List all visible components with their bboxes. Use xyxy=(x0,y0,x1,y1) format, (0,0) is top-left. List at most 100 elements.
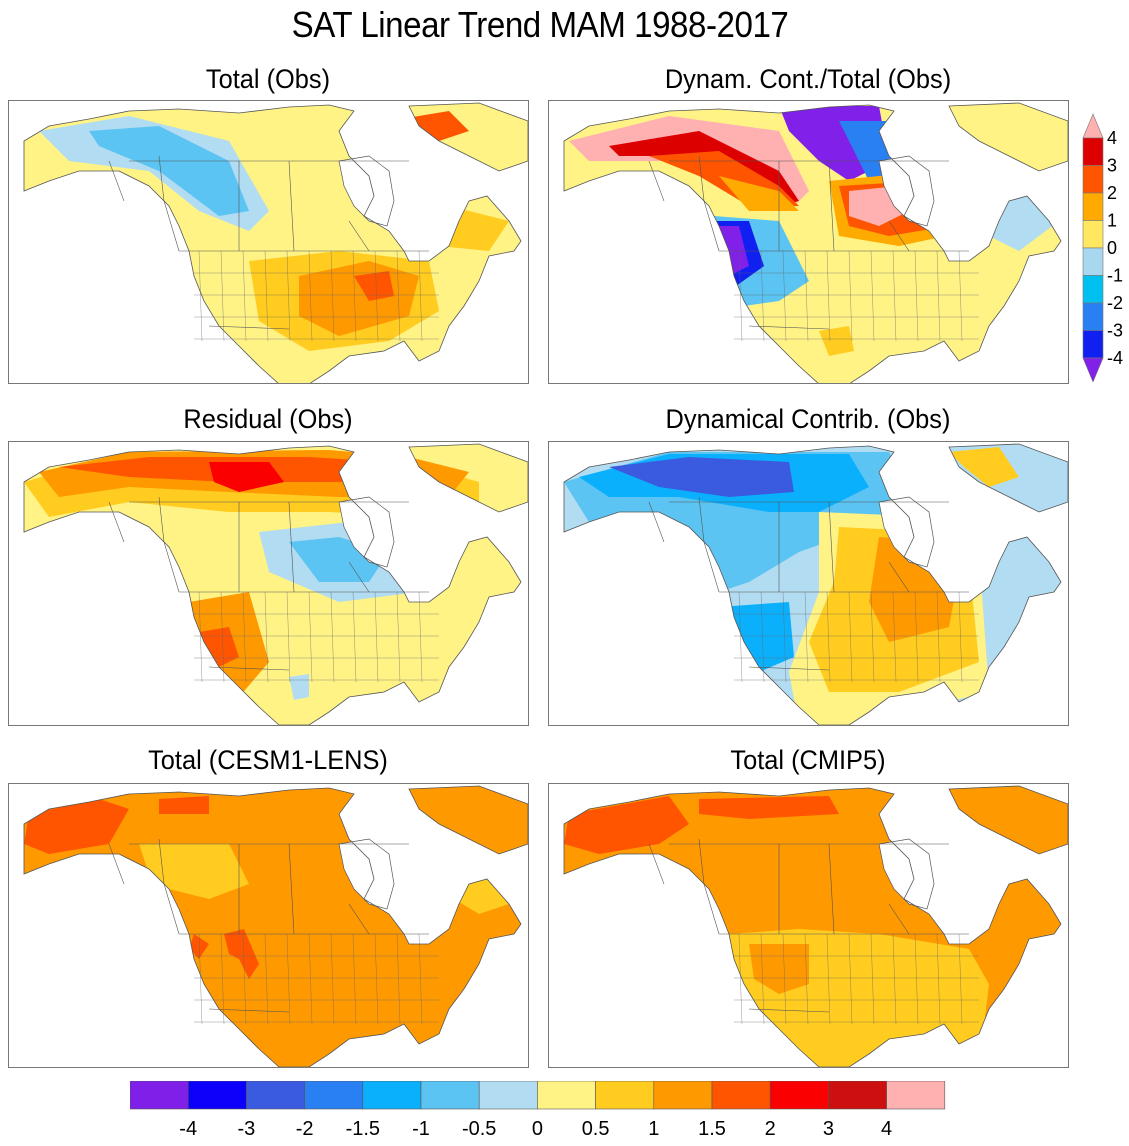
colorbar-right-tick-label: -2 xyxy=(1107,293,1123,313)
colorbar-bottom-tick-label: 0 xyxy=(532,1118,543,1140)
political-border xyxy=(828,501,835,593)
state-border xyxy=(418,250,423,342)
state-border xyxy=(936,591,941,683)
state-border xyxy=(738,933,743,1025)
panel-title-dyn-contrib-obs: Dynamical Contrib. (Obs) xyxy=(665,404,951,434)
colorbar-right-swatch xyxy=(1082,247,1104,276)
coastline xyxy=(563,445,1062,725)
state-border xyxy=(892,933,897,1025)
political-border xyxy=(288,501,295,593)
state-border xyxy=(782,250,787,342)
coastline xyxy=(563,104,1062,383)
contour-region xyxy=(719,602,794,672)
state-border xyxy=(396,591,401,683)
state-border xyxy=(418,591,423,683)
colorbar-bottom-swatch xyxy=(711,1080,771,1110)
contour-region xyxy=(439,864,509,914)
colorbar-right-swatch xyxy=(1082,302,1104,331)
political-border xyxy=(208,1008,290,1013)
map-panel-residual-obs xyxy=(8,441,529,726)
coastline-greenland xyxy=(948,785,1068,855)
colorbar-right-tick-label: -1 xyxy=(1107,266,1123,286)
panel-title-total-cesm1: Total (CESM1-LENS) xyxy=(148,745,388,775)
colorbar-bottom-tick-label: -3 xyxy=(238,1118,256,1140)
colorbar-bottom-tick-label: 1.5 xyxy=(698,1118,726,1140)
contour-region xyxy=(949,447,1019,487)
state-border xyxy=(914,591,919,683)
colorbar-bottom-swatch xyxy=(187,1080,247,1110)
state-border xyxy=(848,250,853,342)
panel-title-total-obs: Total (Obs) xyxy=(205,64,331,94)
political-border xyxy=(698,838,720,935)
colorbar-bottom-tick-label: 4 xyxy=(881,1118,892,1140)
state-border xyxy=(848,591,853,683)
coastline-greenland xyxy=(948,443,1068,513)
state-border xyxy=(418,933,423,1025)
coastline xyxy=(23,787,522,1067)
contour-region xyxy=(24,799,129,854)
state-border xyxy=(870,933,875,1025)
contour-region xyxy=(354,271,394,301)
political-border xyxy=(348,220,370,252)
colorbar-right-tick-label: -3 xyxy=(1107,321,1123,341)
political-border xyxy=(158,155,180,252)
state-border xyxy=(308,250,313,342)
colorbar-bottom-tick-label: -4 xyxy=(179,1118,197,1140)
contour-region xyxy=(819,326,854,356)
political-border xyxy=(828,843,835,935)
colorbar-bottom-tick-label: 2 xyxy=(765,1118,776,1140)
state-border xyxy=(264,591,269,683)
colorbar-bottom-swatch xyxy=(769,1080,829,1110)
colorbar-right-tick-label: 1 xyxy=(1107,211,1117,231)
map-fill-dyn-ratio-obs xyxy=(564,103,1068,383)
colorbar-right-tick-label: 0 xyxy=(1107,238,1117,258)
state-border xyxy=(286,933,291,1025)
map-panel-total-cesm1 xyxy=(8,783,529,1068)
state-border xyxy=(198,250,203,342)
state-border xyxy=(782,591,787,683)
state-border xyxy=(308,591,313,683)
state-border xyxy=(782,933,787,1025)
map-panel-dyn-contrib-obs xyxy=(548,441,1069,726)
colorbar-bottom-swatch xyxy=(420,1080,480,1110)
political-border xyxy=(698,496,720,593)
state-border xyxy=(330,591,335,683)
state-border xyxy=(760,250,765,342)
state-border xyxy=(936,250,941,342)
state-border xyxy=(308,933,313,1025)
political-border xyxy=(648,501,665,543)
colorbar-right-swatch xyxy=(1082,330,1104,359)
political-border xyxy=(828,160,835,252)
state-border xyxy=(330,933,335,1025)
colorbar-bottom-tick-label: 1 xyxy=(648,1118,659,1140)
state-border xyxy=(914,250,919,342)
state-border xyxy=(396,250,401,342)
coastline xyxy=(23,445,522,725)
contour-region xyxy=(564,796,689,854)
contour-region xyxy=(209,462,284,492)
state-border xyxy=(198,933,203,1025)
state-border xyxy=(374,933,379,1025)
state-border xyxy=(738,250,743,342)
state-border xyxy=(220,933,225,1025)
state-border xyxy=(242,250,247,342)
map-panel-total-obs xyxy=(8,100,529,384)
colorbar-right-swatch xyxy=(1082,165,1104,194)
colorbar-bottom-swatch xyxy=(595,1080,655,1110)
colorbar-right-tick-label: 3 xyxy=(1107,156,1117,176)
contour-region xyxy=(89,126,249,216)
colorbar-bottom-tick-label: -1.5 xyxy=(346,1118,380,1140)
state-border xyxy=(242,591,247,683)
colorbar-right: 4 3 2 1 0 -1 -2 -3 -4 xyxy=(1081,112,1129,387)
state-border xyxy=(352,591,357,683)
state-border xyxy=(870,250,875,342)
political-border xyxy=(288,160,295,252)
state-border xyxy=(198,591,203,683)
colorbar-bottom-swatch xyxy=(129,1080,189,1110)
state-border xyxy=(352,250,357,342)
colorbar-bottom-swatch xyxy=(362,1080,422,1110)
state-border xyxy=(826,250,831,342)
coastline-greenland xyxy=(408,443,528,513)
coastline-greenland xyxy=(948,102,1068,172)
colorbar-right-swatch xyxy=(1082,220,1104,249)
